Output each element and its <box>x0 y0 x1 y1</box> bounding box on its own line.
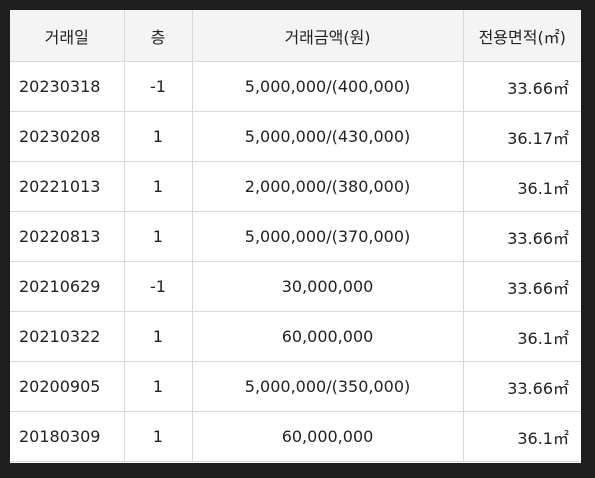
cell-date: 20230208 <box>10 111 125 162</box>
cell-date: 20200905 <box>10 361 125 412</box>
cell-price: 30,000,000 <box>192 261 464 312</box>
table-row: 20230208 1 5,000,000/(430,000) 36.17㎡ <box>10 111 581 162</box>
cell-price: 5,000,000/(350,000) <box>192 361 464 412</box>
table-row: 20180309 1 60,000,000 36.1㎡ <box>10 411 581 462</box>
transaction-table: 거래일 층 거래금액(원) 전용면적(㎡) 20230318 -1 5,000,… <box>10 10 581 462</box>
transaction-table-panel: 거래일 층 거래금액(원) 전용면적(㎡) 20230318 -1 5,000,… <box>10 10 581 463</box>
cell-area: 36.1㎡ <box>463 311 581 362</box>
cell-date: 20220813 <box>10 211 125 262</box>
cell-floor: 1 <box>124 161 193 212</box>
cell-area: 36.1㎡ <box>463 161 581 212</box>
cell-price: 60,000,000 <box>192 411 464 462</box>
cell-price: 5,000,000/(370,000) <box>192 211 464 262</box>
cell-price: 5,000,000/(400,000) <box>192 61 464 112</box>
cell-floor: -1 <box>124 261 193 312</box>
cell-date: 20230318 <box>10 61 125 112</box>
header-date: 거래일 <box>10 10 125 62</box>
cell-area: 33.66㎡ <box>463 211 581 262</box>
cell-area: 33.66㎡ <box>463 261 581 312</box>
cell-floor: 1 <box>124 111 193 162</box>
header-area: 전용면적(㎡) <box>463 10 581 62</box>
cell-floor: -1 <box>124 61 193 112</box>
table-row: 20210322 1 60,000,000 36.1㎡ <box>10 311 581 362</box>
cell-date: 20221013 <box>10 161 125 212</box>
table-row: 20220813 1 5,000,000/(370,000) 33.66㎡ <box>10 211 581 262</box>
cell-floor: 1 <box>124 411 193 462</box>
table-header-row: 거래일 층 거래금액(원) 전용면적(㎡) <box>10 10 581 62</box>
cell-date: 20210629 <box>10 261 125 312</box>
cell-date: 20180309 <box>10 411 125 462</box>
cell-floor: 1 <box>124 361 193 412</box>
cell-price: 5,000,000/(430,000) <box>192 111 464 162</box>
cell-area: 33.66㎡ <box>463 61 581 112</box>
header-price: 거래금액(원) <box>192 10 464 62</box>
table-row: 20221013 1 2,000,000/(380,000) 36.1㎡ <box>10 161 581 212</box>
table-row: 20200905 1 5,000,000/(350,000) 33.66㎡ <box>10 361 581 412</box>
cell-area: 36.1㎡ <box>463 411 581 462</box>
header-floor: 층 <box>124 10 193 62</box>
table-row: 20230318 -1 5,000,000/(400,000) 33.66㎡ <box>10 61 581 112</box>
cell-floor: 1 <box>124 311 193 362</box>
cell-floor: 1 <box>124 211 193 262</box>
cell-price: 2,000,000/(380,000) <box>192 161 464 212</box>
cell-area: 33.66㎡ <box>463 361 581 412</box>
cell-area: 36.17㎡ <box>463 111 581 162</box>
table-row: 20210629 -1 30,000,000 33.66㎡ <box>10 261 581 312</box>
cell-date: 20210322 <box>10 311 125 362</box>
cell-price: 60,000,000 <box>192 311 464 362</box>
